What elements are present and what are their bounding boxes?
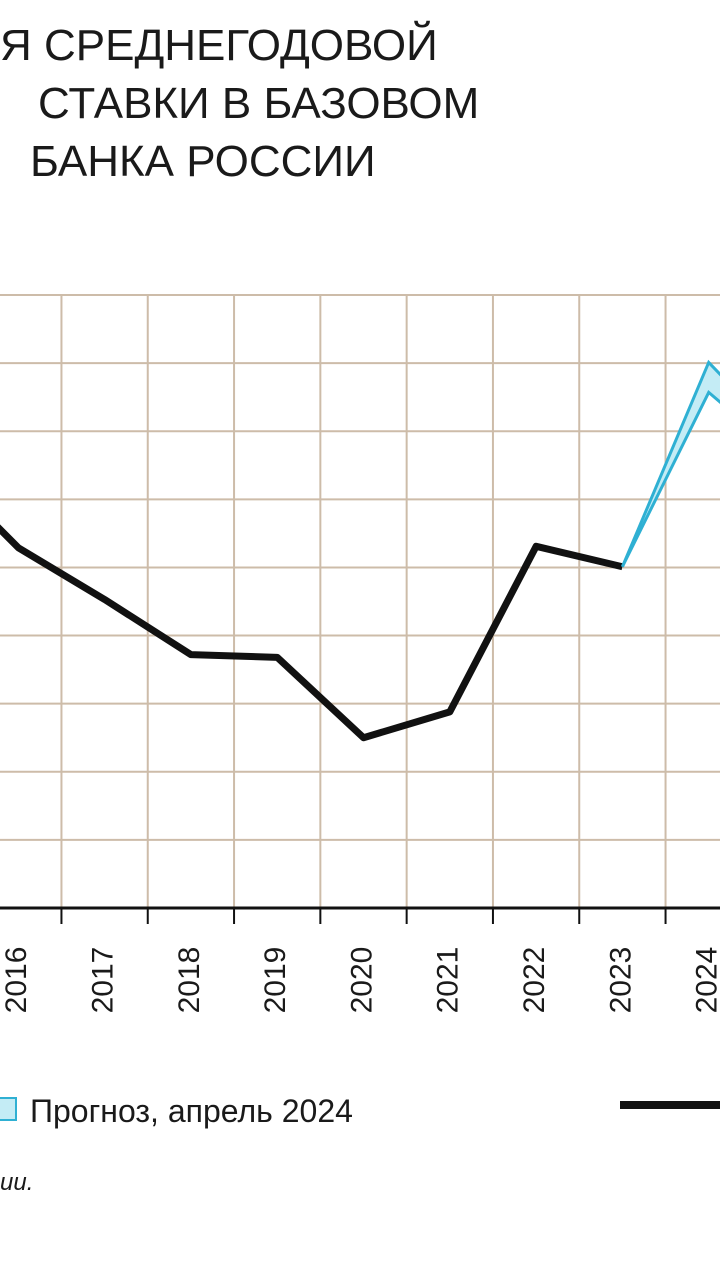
data-line [0, 524, 624, 742]
chart-title: Я СРЕДНЕГОДОВОЙ [0, 19, 438, 70]
x-tick-label: 2024 [691, 947, 720, 1014]
legend-label: Прогноз, апрель 2024 [30, 1093, 353, 1129]
x-tick-label: 2017 [87, 947, 120, 1014]
x-tick-label: 2018 [173, 947, 206, 1014]
legend-swatch [0, 1097, 17, 1121]
forecast-lower-line [621, 390, 720, 568]
source-note: ии. [0, 1169, 33, 1196]
forecast-upper-line [621, 359, 720, 568]
x-tick-label: 2020 [345, 947, 378, 1014]
x-tick-label: 2019 [259, 947, 292, 1014]
chart-title: БАНКА РОССИИ [30, 137, 376, 186]
chart-title: СТАВКИ В БАЗОВОМ [38, 79, 479, 128]
x-tick-label: 2022 [518, 947, 551, 1014]
x-tick-label: 2023 [604, 947, 637, 1014]
x-tick-label: 2021 [432, 947, 465, 1014]
x-tick-label: 2016 [0, 947, 33, 1014]
